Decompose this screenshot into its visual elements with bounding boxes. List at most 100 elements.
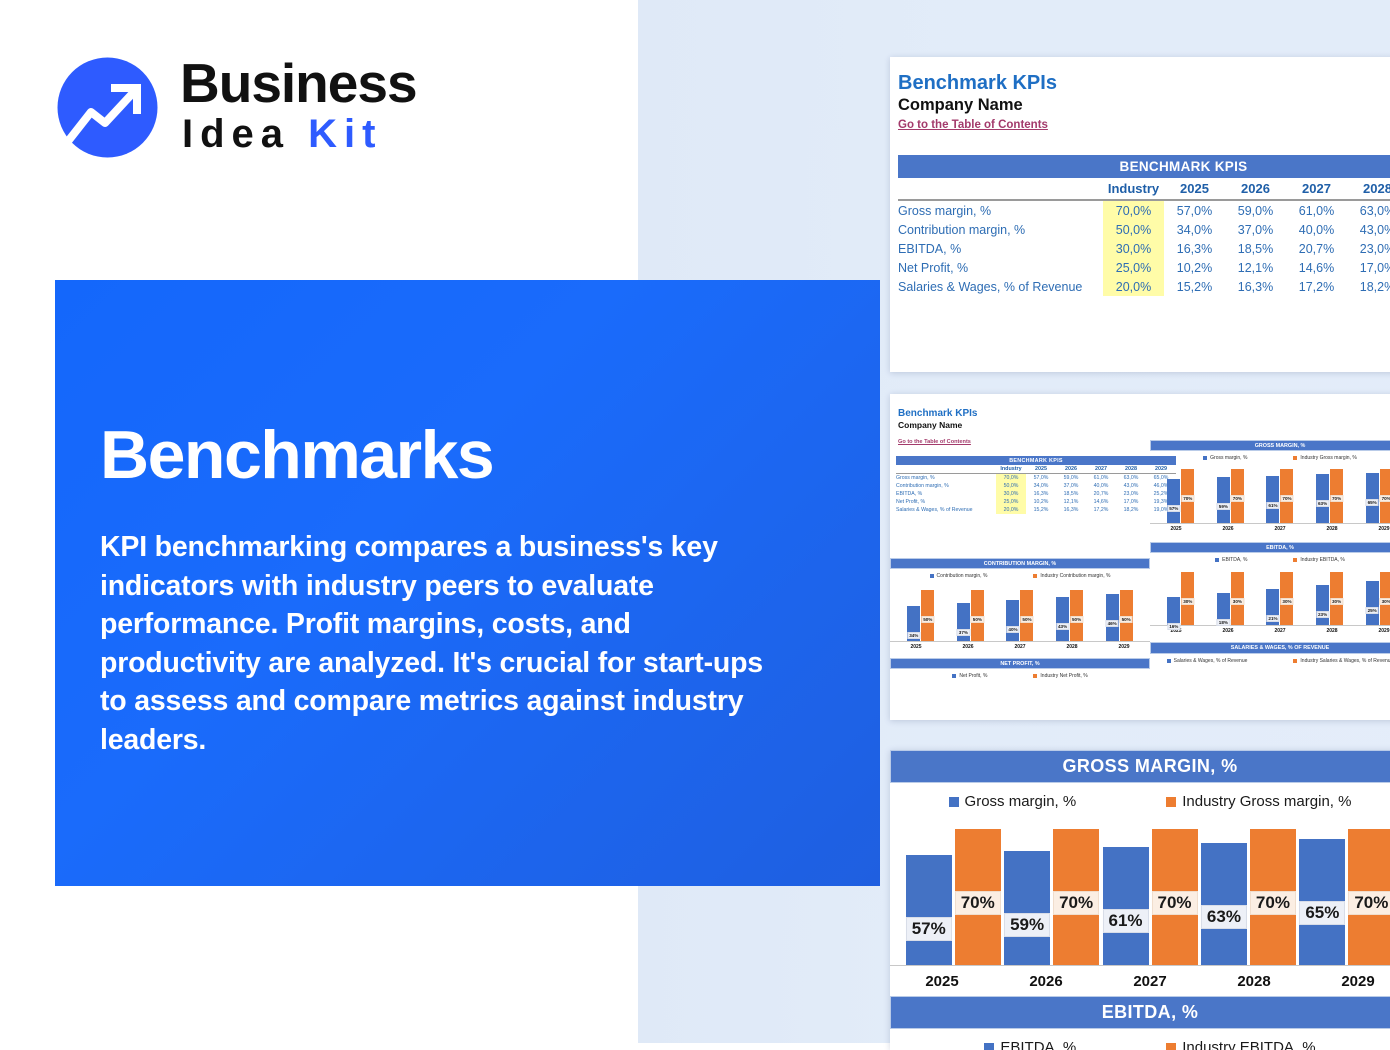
chart-ebitda-mini: EBITDA, %EBITDA, %Industry EBITDA, %16%3… xyxy=(1150,542,1390,634)
table-body: Gross margin, %70,0%57,0%59,0%61,0%63,0%… xyxy=(898,200,1390,296)
cell-value-2026: 16,3% xyxy=(1056,506,1086,514)
bar-data-label: 25% xyxy=(1366,607,1379,614)
bar-data-label: 50% xyxy=(921,616,934,623)
col-header-blank xyxy=(898,178,1103,200)
cell-value-2028: 63,0% xyxy=(1116,474,1146,483)
bar-group: 21%30% xyxy=(1255,563,1305,625)
bar-industry: 30% xyxy=(1280,572,1293,625)
hero-panel: Benchmarks KPI benchmarking compares a b… xyxy=(55,280,880,886)
cell-value-2026: 59,0% xyxy=(1056,474,1086,483)
legend-label: Industry Net Profit, % xyxy=(1040,673,1087,679)
brand-line-idea-kit: Idea Kit xyxy=(180,112,417,156)
chart-net-profit: NET PROFIT, %Net Profit, %Industry Net P… xyxy=(890,658,1150,679)
chart-title: SALARIES & WAGES, % OF REVENUE xyxy=(1150,642,1390,653)
bar-data-label: 70% xyxy=(1152,891,1198,915)
bar-data-label: 70% xyxy=(955,891,1001,915)
bar-group: 18%30% xyxy=(1206,563,1256,625)
legend-swatch-icon xyxy=(1293,558,1297,562)
cell-value-2027: 40,0% xyxy=(1086,482,1116,490)
bar-industry: 70% xyxy=(1348,829,1390,965)
cell-value-2025: 57,0% xyxy=(1164,200,1225,220)
cell-value-2026: 37,0% xyxy=(1056,482,1086,490)
bar-data-label: 50% xyxy=(1120,616,1133,623)
bar-group: 59%70% xyxy=(1002,810,1100,965)
mini-col-2026: 2026 xyxy=(1056,465,1086,474)
bar-group: 63%70% xyxy=(1199,810,1297,965)
col-header-industry: Industry xyxy=(1103,178,1164,200)
bar-company: 43% xyxy=(1056,597,1069,641)
bar-data-label: 59% xyxy=(1004,913,1050,937)
bar-data-label: 57% xyxy=(906,917,952,941)
bar-industry: 30% xyxy=(1181,572,1194,625)
x-axis-tick-label: 2026 xyxy=(942,642,994,650)
legend-label: EBITDA, % xyxy=(1000,1039,1076,1050)
bar-data-label: 70% xyxy=(1231,495,1244,502)
chart-plot-area: 34%50%37%50%40%50%43%50%46%50% xyxy=(890,579,1150,641)
bar-data-label: 30% xyxy=(1231,598,1244,605)
row-label: Contribution margin, % xyxy=(898,220,1103,239)
bar-industry: 70% xyxy=(1053,829,1099,965)
bar-company: 23% xyxy=(1316,585,1329,626)
bar-company: 63% xyxy=(1316,474,1329,523)
brand-line-business: Business xyxy=(180,54,417,112)
bar-company: 59% xyxy=(1217,477,1230,523)
bar-industry: 70% xyxy=(1250,829,1296,965)
x-axis-tick-label: 2029 xyxy=(1358,626,1390,634)
bar-industry: 70% xyxy=(1152,829,1198,965)
cell-value-2027: 17,2% xyxy=(1086,506,1116,514)
table-header-row: Industry 2025 2026 2027 2028 2029 xyxy=(898,178,1390,200)
chart-legend: Gross margin, % Industry Gross margin, % xyxy=(890,793,1390,810)
bar-group: 16%30% xyxy=(1156,563,1206,625)
brand-wordmark: Business Idea Kit xyxy=(180,54,417,156)
cell-value-2026: 12,1% xyxy=(1056,498,1086,506)
cell-value-2027: 17,2% xyxy=(1286,277,1347,296)
bar-industry: 30% xyxy=(1330,572,1343,625)
cell-industry: 50,0% xyxy=(996,482,1026,490)
bar-company: 57% xyxy=(906,855,952,965)
legend-label: Industry Salaries & Wages, % of Revenue xyxy=(1300,658,1390,664)
bar-company: 16% xyxy=(1167,597,1180,626)
bar-industry: 30% xyxy=(1380,572,1390,625)
row-label: Contribution margin, % xyxy=(896,482,996,490)
legend-swatch-icon xyxy=(1215,558,1219,562)
bar-group: 43%50% xyxy=(1045,579,1095,641)
benchmark-kpi-table: BENCHMARK KPIS Industry 2025 2026 2027 2… xyxy=(898,155,1390,296)
chart-plot-area: 16%30%18%30%21%30%23%30%25%30% xyxy=(1150,563,1390,625)
legend-swatch-icon xyxy=(1167,659,1171,663)
table-of-contents-link[interactable]: Go to the Table of Contents xyxy=(898,118,1048,133)
bar-data-label: 30% xyxy=(1330,598,1343,605)
cell-value-2026: 18,5% xyxy=(1056,490,1086,498)
bar-data-label: 57% xyxy=(1167,505,1180,512)
mini-table-of-contents-link[interactable]: Go to the Table of Contents xyxy=(898,438,971,446)
chart-salaries-wages: SALARIES & WAGES, % OF REVENUE Salaries &… xyxy=(1150,642,1390,663)
bar-data-label: 46% xyxy=(1106,620,1119,627)
bar-industry: 70% xyxy=(1330,469,1343,523)
table-row: Contribution margin, %50,0%34,0%37,0%40,… xyxy=(896,482,1176,490)
cell-value-2028: 17,0% xyxy=(1347,258,1390,277)
legend-item: Industry Gross margin, % xyxy=(1166,793,1351,810)
row-label: Salaries & Wages, % of Revenue xyxy=(898,277,1103,296)
chart-gross-margin-mini: GROSS MARGIN, %Gross margin, %Industry G… xyxy=(1150,440,1390,532)
cell-value-2027: 61,0% xyxy=(1086,474,1116,483)
legend-swatch-icon xyxy=(1033,674,1037,678)
bar-industry: 70% xyxy=(955,829,1001,965)
bar-industry: 30% xyxy=(1231,572,1244,625)
legend-label: Gross margin, % xyxy=(965,793,1077,810)
legend-item: Industry Salaries & Wages, % of Revenue xyxy=(1293,658,1390,664)
legend-label: Net Profit, % xyxy=(959,673,987,679)
cell-value-2025: 57,0% xyxy=(1026,474,1056,483)
bar-company: 65% xyxy=(1366,473,1379,523)
table-row: Contribution margin, %50,0%34,0%37,0%40,… xyxy=(898,220,1390,239)
cell-value-2027: 14,6% xyxy=(1286,258,1347,277)
bar-group: 34%50% xyxy=(896,579,946,641)
bar-group: 23%30% xyxy=(1305,563,1355,625)
cell-industry: 20,0% xyxy=(1103,277,1164,296)
mini-sheet-title: Benchmark KPIs xyxy=(898,408,1150,420)
x-axis-tick-label: 2025 xyxy=(1150,524,1202,532)
mini-sheet-header: Benchmark KPIs Company Name Go to the Ta… xyxy=(890,394,1150,448)
mini-col-blank xyxy=(896,465,996,474)
bar-group: 59%70% xyxy=(1206,461,1256,523)
